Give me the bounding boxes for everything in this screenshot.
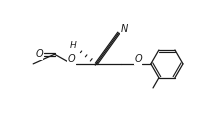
Text: O: O	[134, 54, 142, 64]
Text: O: O	[35, 49, 43, 59]
Text: O: O	[68, 54, 76, 64]
Text: H: H	[69, 41, 76, 50]
Text: N: N	[120, 23, 128, 34]
